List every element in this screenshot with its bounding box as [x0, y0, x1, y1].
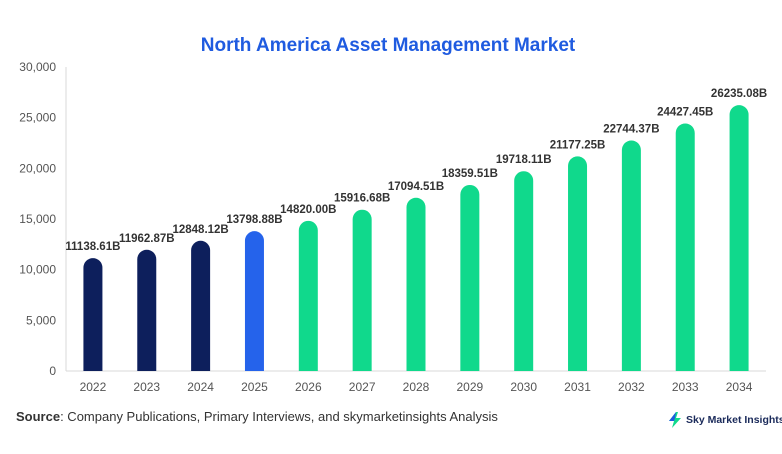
- x-tick-label-2031: 2031: [564, 380, 591, 394]
- bar-2029: [460, 184, 480, 371]
- y-axis-ticks: 0 5,000 10,000 15,000 20,000 25,000 30,000: [19, 60, 56, 378]
- bar-2030: [514, 171, 534, 371]
- bar-2031: [568, 156, 588, 371]
- data-label-2024: 12848.12B: [172, 224, 228, 236]
- brand-logo: Sky Market Insights: [668, 412, 782, 428]
- data-label-2022: 11138.61B: [65, 241, 120, 253]
- data-label-2025: 13798.88B: [226, 214, 282, 226]
- x-tick-label-2026: 2026: [295, 380, 322, 394]
- data-label-2034: 26235.08B: [711, 88, 767, 100]
- data-label-2029: 18359.51B: [442, 168, 498, 180]
- data-label-2033: 24427.45B: [657, 106, 713, 118]
- data-label-2030: 19718.11B: [496, 154, 552, 166]
- bar-2025: [244, 231, 264, 371]
- brand-name: Sky Market Insights: [686, 414, 782, 426]
- y-tick-label: 10,000: [19, 263, 56, 277]
- bars-group: [83, 105, 749, 372]
- y-tick-label: 20,000: [19, 161, 56, 175]
- x-tick-label-2025: 2025: [241, 380, 268, 394]
- data-label-2028: 17094.51B: [388, 181, 444, 193]
- y-tick-label: 30,000: [19, 60, 56, 74]
- source-note: Source: Company Publications, Primary In…: [16, 409, 498, 424]
- bar-2026: [298, 220, 318, 371]
- data-label-2031: 21177.25B: [550, 139, 606, 151]
- x-tick-label-2034: 2034: [726, 380, 753, 394]
- bar-2023: [137, 249, 157, 371]
- data-label-2023: 11962.87B: [119, 233, 175, 245]
- data-label-2026: 14820.00B: [280, 204, 336, 216]
- bar-2024: [191, 240, 211, 371]
- bar-2022: [83, 258, 103, 371]
- x-tick-label-2024: 2024: [187, 380, 214, 394]
- x-tick-label-2033: 2033: [672, 380, 699, 394]
- x-axis-ticks: 2022 2023 2024 2025 2026 2027 2028 2029 2030 2031…: [80, 380, 753, 394]
- data-labels-group: 11138.61B11962.87B12848.12B13798.88B1482…: [65, 88, 767, 253]
- x-tick-label-2022: 2022: [80, 380, 107, 394]
- lightning-bolt-icon: [669, 412, 681, 428]
- x-tick-label-2028: 2028: [403, 380, 430, 394]
- source-label: Source: [16, 409, 61, 424]
- bar-2034: [729, 105, 749, 372]
- y-tick-label: 15,000: [19, 212, 56, 226]
- data-label-2032: 22744.37B: [603, 124, 659, 136]
- x-tick-label-2030: 2030: [510, 380, 537, 394]
- x-tick-label-2023: 2023: [133, 380, 160, 394]
- chart-title: North America Asset Management Market: [201, 35, 576, 56]
- x-tick-label-2027: 2027: [349, 380, 376, 394]
- y-tick-label: 5,000: [26, 313, 56, 327]
- x-tick-label-2029: 2029: [456, 380, 483, 394]
- bar-2032: [621, 140, 641, 371]
- x-tick-label-2032: 2032: [618, 380, 645, 394]
- source-text: : Company Publications, Primary Intervie…: [60, 409, 498, 424]
- bar-2028: [406, 197, 426, 371]
- bar-2033: [675, 123, 695, 371]
- data-label-2027: 15916.68B: [334, 193, 390, 205]
- y-tick-label: 25,000: [19, 111, 56, 125]
- y-tick-label: 0: [49, 364, 56, 378]
- bar-2027: [352, 209, 372, 371]
